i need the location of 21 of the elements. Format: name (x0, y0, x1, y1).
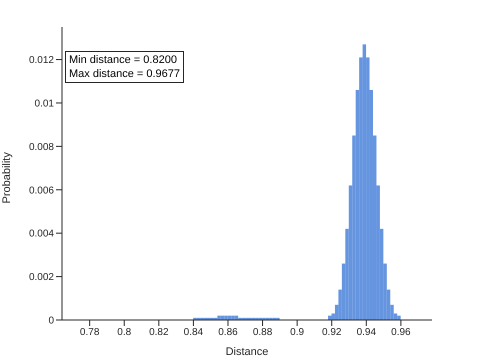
y-tick-label: 0.004 (28, 228, 54, 240)
x-tick-label: 0.96 (391, 327, 412, 338)
x-tick-label: 0.82 (149, 327, 169, 338)
y-tick-label: 0.008 (28, 142, 54, 153)
x-tick-label: 0.92 (322, 327, 342, 338)
y-tick-label: 0.002 (28, 272, 54, 284)
annotation: Max distance = 0.9677 (69, 67, 180, 81)
x-tick-label: 0.94 (356, 327, 376, 338)
x-tick-label: 0.86 (218, 327, 238, 338)
x-axis-title: Distance (226, 346, 268, 358)
x-tick-label: 0.9 (290, 327, 305, 338)
y-axis-title: Probability (0, 152, 13, 204)
annotation: Min distance = 0.8200 (69, 53, 178, 67)
y-tick-label: 0.01 (34, 98, 54, 110)
x-tick-label: 0.84 (184, 327, 204, 338)
x-tick-label: 0.78 (80, 327, 100, 338)
x-tick-label: 0.8 (117, 327, 132, 338)
y-tick-label: 0.012 (28, 55, 54, 66)
y-tick-label: 0 (48, 316, 54, 327)
x-tick-label: 0.88 (252, 327, 273, 338)
y-tick-label: 0.006 (28, 185, 54, 196)
